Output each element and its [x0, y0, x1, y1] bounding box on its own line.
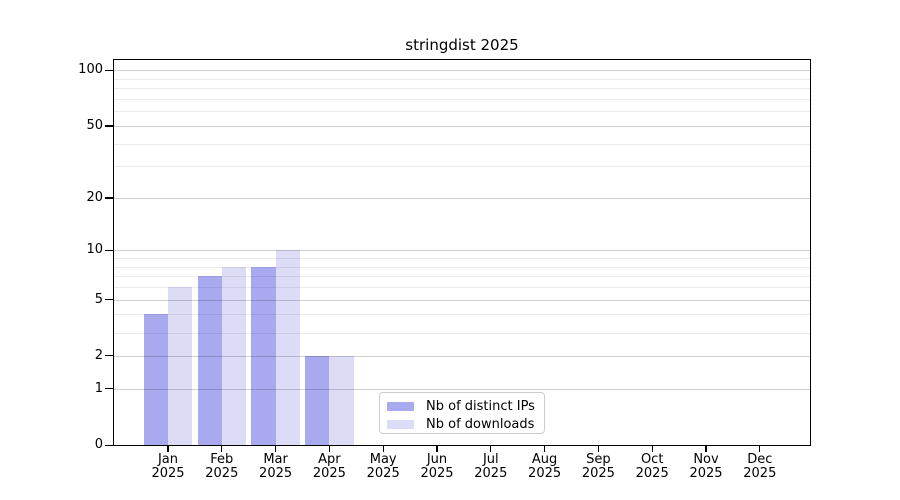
bar-layer — [114, 60, 810, 445]
legend-row: Nb of distinct IPs — [387, 397, 538, 416]
x-axis-tick — [651, 446, 653, 452]
minor-gridline — [114, 332, 810, 334]
x-axis-tick — [382, 446, 384, 452]
x-axis-tick — [597, 446, 599, 452]
bar-nb-of-distinct-ips-jan — [143, 314, 168, 445]
legend-swatch-downloads — [387, 420, 414, 430]
x-tick-label-dec: Dec 2025 — [743, 452, 777, 481]
minor-gridline — [114, 276, 810, 278]
legend: Nb of distinct IPs Nb of downloads — [379, 392, 545, 434]
x-axis-tick — [167, 446, 169, 452]
major-gridline — [114, 299, 810, 301]
major-gridline — [114, 355, 810, 357]
minor-gridline — [114, 111, 810, 113]
bar-nb-of-downloads-apr — [329, 355, 354, 445]
y-tick-label: 2 — [94, 347, 103, 363]
x-axis-tick — [328, 446, 330, 452]
y-axis-tick — [105, 444, 113, 446]
bar-nb-of-downloads-mar — [275, 250, 300, 445]
x-tick-label-sep: Sep 2025 — [581, 452, 615, 481]
bar-nb-of-distinct-ips-mar — [251, 266, 276, 445]
legend-row: Nb of downloads — [387, 416, 538, 435]
chart-title: stringdist 2025 — [405, 36, 519, 54]
major-gridline — [114, 388, 810, 390]
y-axis-tick — [105, 299, 113, 301]
plot-area — [113, 59, 811, 446]
legend-swatch-distinct-ips — [387, 401, 414, 411]
x-axis-tick — [436, 446, 438, 452]
x-tick-label-feb: Feb 2025 — [205, 452, 239, 481]
x-tick-label-oct: Oct 2025 — [635, 452, 669, 481]
x-tick-label-may: May 2025 — [366, 452, 400, 481]
minor-gridline — [114, 88, 810, 90]
y-tick-label: 10 — [86, 242, 103, 258]
minor-gridline — [114, 99, 810, 100]
x-tick-label-jun: Jun 2025 — [420, 452, 454, 481]
y-axis-tick — [105, 197, 113, 199]
y-tick-label: 5 — [94, 291, 103, 307]
major-gridline — [114, 125, 810, 127]
bar-nb-of-downloads-jan — [168, 287, 193, 445]
bar-nb-of-distinct-ips-feb — [197, 276, 222, 445]
minor-gridline — [114, 166, 810, 168]
x-tick-label-mar: Mar 2025 — [259, 452, 293, 481]
x-axis-tick — [275, 446, 277, 452]
x-tick-label-nov: Nov 2025 — [689, 452, 723, 481]
x-tick-label-apr: Apr 2025 — [312, 452, 346, 481]
x-axis-tick — [544, 446, 546, 452]
y-tick-label: 50 — [86, 117, 103, 133]
minor-gridline — [114, 258, 810, 260]
major-gridline — [114, 197, 810, 199]
x-axis-tick — [221, 446, 223, 452]
x-axis-tick — [759, 446, 761, 452]
x-tick-label-jul: Jul 2025 — [474, 452, 508, 481]
minor-gridline — [114, 266, 810, 268]
bar-nb-of-downloads-feb — [221, 266, 247, 445]
y-axis-tick — [105, 249, 113, 252]
y-tick-label: 20 — [86, 189, 103, 205]
grid-layer — [114, 60, 810, 445]
legend-label: Nb of downloads — [426, 417, 535, 433]
bar-nb-of-distinct-ips-apr — [305, 355, 330, 445]
minor-gridline — [114, 314, 810, 316]
y-tick-label: 100 — [78, 62, 103, 78]
y-axis-tick — [105, 69, 113, 72]
x-tick-label-jan: Jan 2025 — [151, 452, 185, 481]
y-tick-label: 0 — [94, 437, 103, 452]
minor-gridline — [114, 143, 810, 145]
y-axis-tick — [105, 388, 113, 390]
x-tick-label-aug: Aug 2025 — [528, 452, 562, 481]
y-axis-tick — [105, 125, 113, 127]
major-gridline — [114, 250, 810, 252]
major-gridline — [114, 70, 810, 72]
y-axis-tick — [105, 355, 113, 357]
minor-gridline — [114, 287, 810, 289]
legend-label: Nb of distinct IPs — [426, 398, 535, 414]
x-axis-tick — [490, 446, 492, 452]
minor-gridline — [114, 78, 810, 80]
x-axis-tick — [705, 446, 707, 452]
y-tick-label: 1 — [94, 380, 103, 396]
